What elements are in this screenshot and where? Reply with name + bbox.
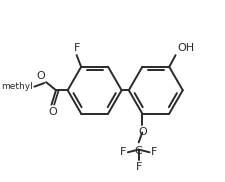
Text: O: O [48, 107, 57, 117]
Text: F: F [135, 162, 142, 172]
Text: O: O [138, 127, 147, 137]
Text: methyl: methyl [1, 82, 33, 91]
Text: F: F [151, 147, 158, 157]
Text: F: F [120, 147, 126, 157]
Text: F: F [74, 43, 80, 53]
Text: OH: OH [177, 43, 194, 53]
Text: C: C [135, 146, 143, 156]
Text: O: O [36, 71, 45, 81]
